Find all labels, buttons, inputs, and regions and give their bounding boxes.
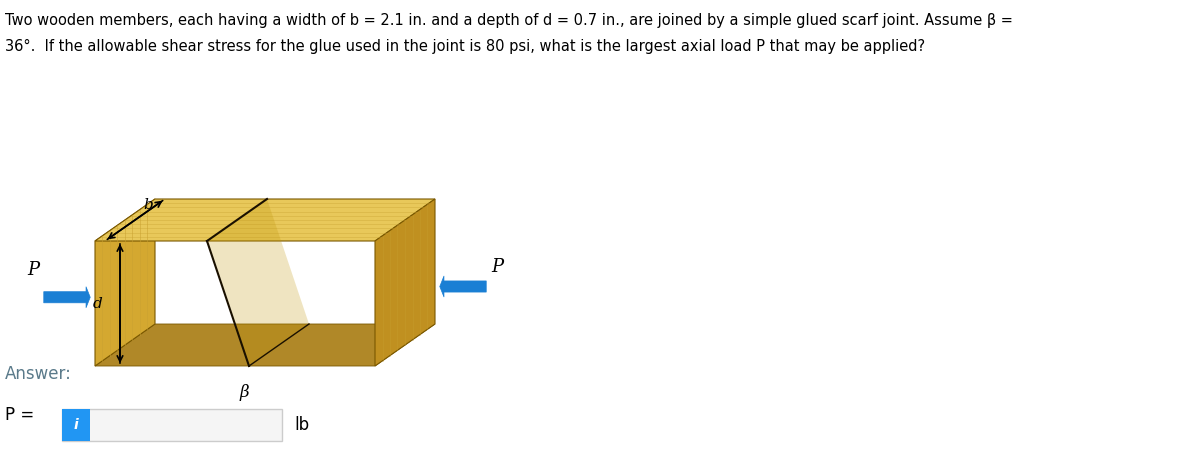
Text: P: P <box>26 261 40 279</box>
Text: P: P <box>491 258 503 276</box>
FancyBboxPatch shape <box>62 409 90 441</box>
Text: Two wooden members, each having a width of b = 2.1 in. and a depth of d = 0.7 in: Two wooden members, each having a width … <box>5 13 1013 28</box>
Text: lb: lb <box>294 416 310 434</box>
Polygon shape <box>206 199 310 366</box>
Text: 36°.  If the allowable shear stress for the glue used in the joint is 80 psi, wh: 36°. If the allowable shear stress for t… <box>5 39 925 54</box>
Text: b: b <box>143 198 152 212</box>
Polygon shape <box>374 199 434 366</box>
Text: d: d <box>92 296 102 310</box>
Polygon shape <box>95 199 155 366</box>
Text: i: i <box>73 418 78 432</box>
Text: β: β <box>239 384 248 401</box>
FancyBboxPatch shape <box>62 409 282 441</box>
Polygon shape <box>95 324 434 366</box>
Text: Answer:: Answer: <box>5 365 72 383</box>
Polygon shape <box>95 199 434 241</box>
Text: P =: P = <box>5 406 35 424</box>
